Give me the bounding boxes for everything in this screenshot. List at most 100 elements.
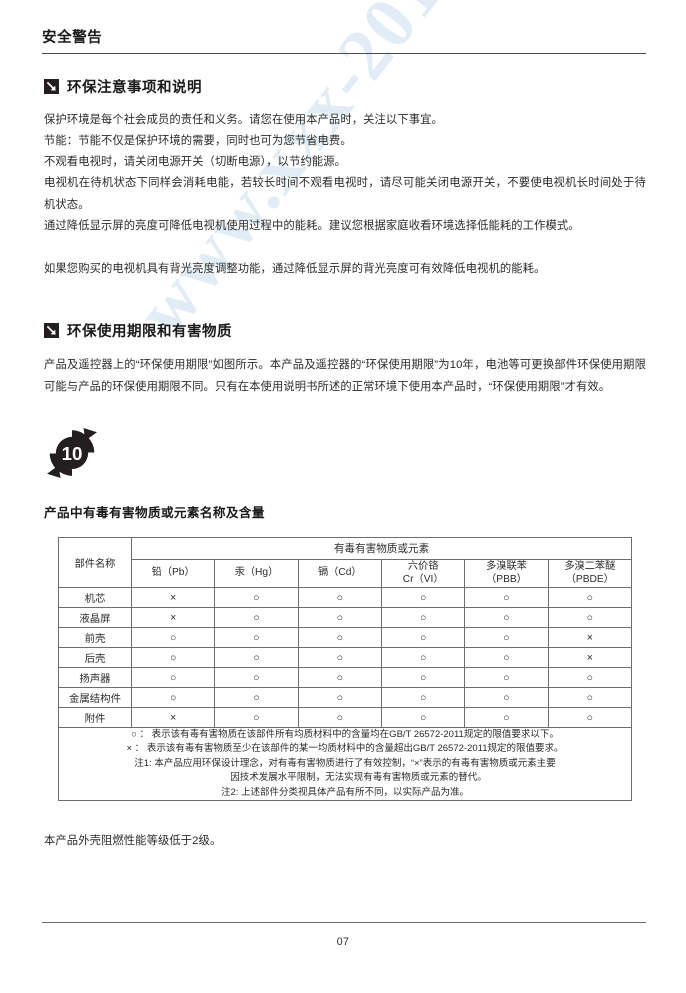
header-col-hg-line1: 汞（Hg） xyxy=(234,567,279,579)
paragraph-environment-duty: 保护环境是每个社会成员的责任和义务。请您在使用本产品时，关注以下事宜。 xyxy=(44,114,443,126)
substance-table-container: 部件名称 有毒有害物质或元素 铅（Pb） 汞（Hg） 镉（Cd） xyxy=(58,537,633,802)
cell-value: ○ xyxy=(380,607,466,628)
cell-value: ○ xyxy=(297,627,382,648)
cell-part-name: 机芯 xyxy=(58,587,132,608)
cell-part-name: 扬声器 xyxy=(58,667,132,688)
paragraph-turn-off-power: 不观看电视时，请关闭电源开关（切断电源），以节约能源。 xyxy=(44,156,347,168)
header-col-cr6-line2: Cr（VI） xyxy=(402,573,444,585)
header-col-hg: 汞（Hg） xyxy=(214,559,299,588)
header-part-name: 部件名称 xyxy=(58,537,132,588)
cell-value: ○ xyxy=(297,647,382,668)
cell-value: ○ xyxy=(380,667,466,688)
paragraph-reduce-brightness: 通过降低显示屏的亮度可降低电视机使用过程中的能耗。建议您根据家庭收看环境选择低能… xyxy=(44,220,580,232)
cell-value: × xyxy=(547,647,633,668)
header-col-cd: 镉（Cd） xyxy=(297,559,382,588)
environmental-protection-use-period-icon: 10 xyxy=(46,427,98,479)
cell-value: ○ xyxy=(130,627,216,648)
cell-value: ○ xyxy=(214,587,299,608)
section-heading-environmental-notes: 环保注意事项和说明 xyxy=(44,76,202,97)
note-1-line1: 注1: 本产品应用环保设计理念，对有毒有害物质进行了有效控制，“×”表示的有毒有… xyxy=(134,757,556,769)
cell-value: × xyxy=(130,707,216,728)
substance-table-title: 产品中有毒有害物质或元素名称及含量 xyxy=(44,506,265,520)
arrow-down-right-icon xyxy=(44,323,59,338)
table-row: 机芯 × ○ ○ ○ ○ ○ xyxy=(58,587,633,608)
cell-value: × xyxy=(130,587,216,608)
cell-value: ○ xyxy=(380,627,466,648)
page-number: 07 xyxy=(336,936,350,948)
substance-table-body: 机芯 × ○ ○ ○ ○ ○ 液晶屏 × ○ ○ ○ ○ ○ xyxy=(58,587,633,802)
header-col-cr6-line1: 六价铬 xyxy=(407,561,439,572)
header-col-pbde-line1: 多溴二苯醚 xyxy=(564,561,616,572)
header-col-pbde: 多溴二苯醚 （PBDE） xyxy=(547,559,633,588)
cell-value: × xyxy=(547,627,633,648)
header-col-pb: 铅（Pb） xyxy=(130,559,216,588)
running-head: 安全警告 xyxy=(42,30,646,55)
table-header-row-group: 部件名称 有毒有害物质或元素 xyxy=(58,537,632,588)
substance-table: 部件名称 有毒有害物质或元素 铅（Pb） 汞（Hg） 镉（Cd） xyxy=(58,537,633,802)
section-heading-text: 环保注意事项和说明 xyxy=(67,80,202,96)
cell-value: ○ xyxy=(380,647,466,668)
cell-value: ○ xyxy=(297,687,382,708)
table-row: 前壳 ○ ○ ○ ○ ○ × xyxy=(58,627,633,648)
cell-value: ○ xyxy=(297,667,382,688)
paragraph-energy-saving: 节能：节能不仅是保护环境的需要，同时也可为您节省电费。 xyxy=(44,135,352,147)
note-1-line2: 因技术发展水平限制，无法实现有毒有害物质或元素的替代。 xyxy=(230,772,487,784)
paragraph-epup-description: 产品及遥控器上的“环保使用期限”如图所示。本产品及遥控器的“环保使用期限”为10… xyxy=(44,359,646,393)
section-heading-epup-and-substances: 环保使用期限和有害物质 xyxy=(44,320,232,341)
table-row: 后壳 ○ ○ ○ ○ ○ × xyxy=(58,647,633,668)
cell-value: ○ xyxy=(380,587,466,608)
cell-part-name: 附件 xyxy=(58,707,132,728)
cell-value: ○ xyxy=(214,627,299,648)
header-col-cd-line1: 镉（Cd） xyxy=(318,567,362,579)
cell-value: ○ xyxy=(464,667,549,688)
cell-value: ○ xyxy=(214,687,299,708)
table-notes-row: ○ ： 表示该有毒有害物质在该部件所有均质材料中的含量均在GB/T 26572-… xyxy=(58,726,632,802)
table-row: 液晶屏 × ○ ○ ○ ○ ○ xyxy=(58,607,633,628)
cell-value: ○ xyxy=(547,607,633,628)
cell-value: ○ xyxy=(130,647,216,668)
running-head-title: 安全警告 xyxy=(42,30,103,46)
paragraph-standby-consumption: 电视机在待机状态下同样会消耗电能，若较长时间不观看电视时，请尽可能关闭电源开关，… xyxy=(44,177,646,211)
cell-value: ○ xyxy=(214,647,299,668)
cell-value: ○ xyxy=(130,667,216,688)
paragraph-flame-retardant: 本产品外壳阻燃性能等级低于2级。 xyxy=(44,835,222,847)
substance-table-notes: ○ ： 表示该有毒有害物质在该部件所有均质材料中的含量均在GB/T 26572-… xyxy=(58,726,632,802)
running-head-rule xyxy=(42,53,646,55)
cell-value: ○ xyxy=(297,707,382,728)
paragraph-backlight-adjust: 如果您购买的电视机具有背光亮度调整功能，通过降低显示屏的背光亮度可有效降低电视机… xyxy=(44,263,546,275)
cell-value: ○ xyxy=(464,627,549,648)
arrow-down-right-icon xyxy=(44,79,59,94)
cell-value: ○ xyxy=(547,587,633,608)
epup-years-label: 10 xyxy=(62,443,83,464)
cell-value: ○ xyxy=(464,647,549,668)
header-col-pbb-line2: （PBB） xyxy=(486,573,527,585)
cell-value: ○ xyxy=(130,687,216,708)
cell-value: ○ xyxy=(464,687,549,708)
cell-value: ○ xyxy=(214,607,299,628)
cell-value: ○ xyxy=(297,607,382,628)
cell-value: ○ xyxy=(547,707,633,728)
cell-value: ○ xyxy=(547,687,633,708)
note-cross-legend: × ： 表示该有毒有害物质至少在该部件的某一均质材料中的含量超出GB/T 265… xyxy=(126,743,564,755)
header-col-pbde-line2: （PBDE） xyxy=(565,573,614,585)
cell-value: ○ xyxy=(297,587,382,608)
section-heading-text: 环保使用期限和有害物质 xyxy=(67,324,232,340)
cell-value: ○ xyxy=(380,687,466,708)
cell-value: ○ xyxy=(464,607,549,628)
cell-value: × xyxy=(130,607,216,628)
cell-part-name: 液晶屏 xyxy=(58,607,132,628)
header-col-pb-line1: 铅（Pb） xyxy=(151,567,195,579)
cell-value: ○ xyxy=(214,707,299,728)
header-col-pbb-line1: 多溴联苯 xyxy=(486,561,527,572)
note-2: 注2: 上述部件分类视具体产品有所不同，以实际产品为准。 xyxy=(220,786,470,798)
table-header-row-columns: 铅（Pb） 汞（Hg） 镉（Cd） 六价铬 Cr（VI） xyxy=(59,559,633,588)
cell-value: ○ xyxy=(547,667,633,688)
table-row: 金属结构件 ○ ○ ○ ○ ○ ○ xyxy=(58,687,633,708)
header-col-pbb: 多溴联苯 （PBB） xyxy=(464,559,549,588)
table-row: 扬声器 ○ ○ ○ ○ ○ ○ xyxy=(58,667,633,688)
substance-table-head: 部件名称 有毒有害物质或元素 铅（Pb） 汞（Hg） 镉（Cd） xyxy=(58,537,633,588)
footer-rule xyxy=(42,922,646,923)
cell-value: ○ xyxy=(214,667,299,688)
cell-part-name: 前壳 xyxy=(58,627,132,648)
cell-part-name: 金属结构件 xyxy=(58,687,132,708)
